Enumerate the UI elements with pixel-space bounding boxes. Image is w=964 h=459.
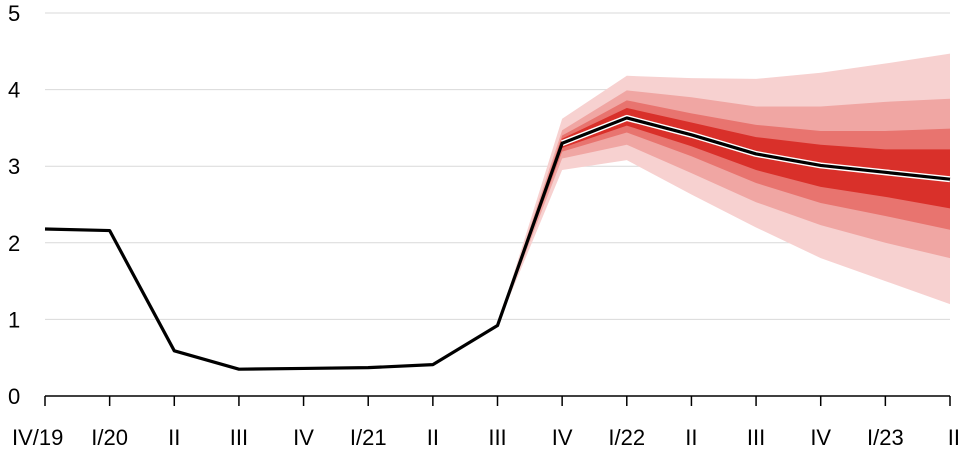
- y-tick-label: 2: [8, 231, 20, 256]
- y-tick-label: 0: [8, 384, 20, 409]
- x-tick-label: II: [168, 425, 180, 450]
- x-tick-label: I/20: [91, 425, 128, 450]
- fan-band-4: [497, 107, 950, 326]
- x-tick-label: II: [427, 425, 439, 450]
- x-tick-label: II: [948, 425, 960, 450]
- x-tick-label: I/21: [350, 425, 387, 450]
- x-tick-labels: IV/19 I/20 II III IV I/21 II III IV I/22 II III IV I/…: [12, 425, 960, 450]
- series-line-1: [44, 116, 951, 371]
- x-tick-label: III: [747, 425, 765, 450]
- series-lines: [44, 114, 951, 371]
- x-axis: [44, 395, 951, 406]
- x-tick-label: IV: [552, 425, 573, 450]
- y-tick-label: 3: [8, 154, 20, 179]
- x-tick-label: III: [230, 425, 248, 450]
- fan-bands: [497, 53, 950, 326]
- x-tick-label: III: [488, 425, 506, 450]
- x-tick-label: I/23: [867, 425, 904, 450]
- x-tick-label: I/22: [608, 425, 645, 450]
- y-tick-labels: 0 1 2 3 4 5: [8, 1, 20, 409]
- x-tick-label: II: [685, 425, 697, 450]
- y-tick-label: 1: [8, 307, 20, 332]
- y-tick-label: 4: [8, 78, 20, 103]
- x-tick-label: IV/19: [12, 425, 63, 450]
- x-tick-label: IV: [293, 425, 314, 450]
- y-tick-label: 5: [8, 1, 20, 26]
- x-tick-label: IV: [810, 425, 831, 450]
